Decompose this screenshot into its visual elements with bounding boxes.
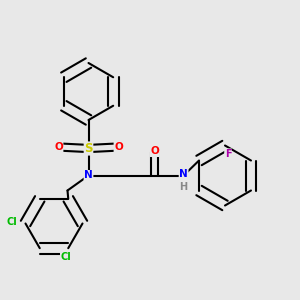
Text: H: H: [179, 182, 188, 192]
Text: Cl: Cl: [7, 217, 17, 227]
Text: O: O: [114, 142, 123, 152]
Text: F: F: [225, 149, 231, 159]
Text: N: N: [179, 169, 188, 179]
Text: O: O: [54, 142, 63, 152]
Text: Cl: Cl: [61, 252, 71, 262]
Text: O: O: [150, 146, 159, 157]
Text: S: S: [84, 142, 93, 155]
Text: N: N: [84, 170, 93, 181]
